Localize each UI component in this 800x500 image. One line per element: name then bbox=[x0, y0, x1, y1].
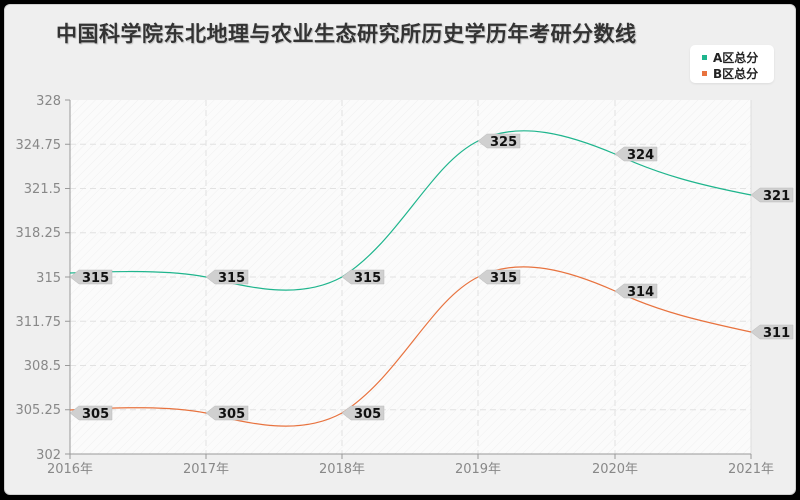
x-tick-labels: 2016年 2017年 2018年 2019年 2020年 2021年 bbox=[47, 462, 774, 477]
legend-item-b[interactable]: B区总分 bbox=[702, 65, 758, 82]
y-tick-label: 302 bbox=[36, 448, 61, 463]
y-tick-label: 321.5 bbox=[24, 182, 61, 197]
data-label: 305 bbox=[69, 405, 113, 422]
y-tick-label: 318.25 bbox=[16, 226, 62, 241]
x-gridlines bbox=[205, 100, 752, 454]
y-tick-label: 315 bbox=[36, 271, 61, 286]
data-label: 315 bbox=[341, 269, 385, 286]
y-tick-labels: 328 324.75 321.5 318.25 315 311.75 308.5… bbox=[16, 94, 62, 463]
y-tick-marks bbox=[65, 99, 70, 455]
legend-swatch-b-icon bbox=[702, 71, 707, 76]
y-tick-label: 305.25 bbox=[16, 403, 62, 418]
svg-text:315: 315 bbox=[82, 271, 109, 286]
legend-item-a[interactable]: A区总分 bbox=[702, 49, 758, 66]
x-tick-label: 2019年 bbox=[455, 462, 501, 477]
series-a-data-labels: 315 315 315 325 324 321 bbox=[69, 133, 794, 286]
y-tick-label: 324.75 bbox=[16, 138, 62, 153]
x-tick-marks bbox=[69, 454, 752, 459]
y-tick-label: 311.75 bbox=[16, 315, 62, 330]
x-tick-label: 2016年 bbox=[47, 462, 93, 477]
svg-text:324: 324 bbox=[627, 148, 654, 163]
legend-swatch-a-icon bbox=[702, 55, 707, 60]
data-label: 314 bbox=[614, 283, 658, 300]
svg-text:315: 315 bbox=[354, 271, 381, 286]
svg-text:315: 315 bbox=[218, 271, 245, 286]
svg-text:315: 315 bbox=[490, 271, 517, 286]
svg-text:311: 311 bbox=[763, 326, 790, 341]
data-label: 315 bbox=[205, 269, 249, 286]
y-tick-label: 308.5 bbox=[24, 359, 61, 374]
data-label: 305 bbox=[205, 405, 249, 422]
data-label: 324 bbox=[614, 146, 658, 163]
data-label: 315 bbox=[69, 269, 113, 286]
series-b-data-labels: 305 305 305 315 314 311 bbox=[69, 269, 794, 422]
x-tick-label: 2020年 bbox=[592, 462, 638, 477]
data-label: 321 bbox=[750, 187, 794, 204]
svg-text:321: 321 bbox=[763, 189, 790, 204]
svg-text:305: 305 bbox=[82, 407, 109, 422]
x-tick-label: 2017年 bbox=[183, 462, 229, 477]
x-tick-label: 2018年 bbox=[319, 462, 365, 477]
legend-label-b: B区总分 bbox=[713, 67, 759, 81]
svg-text:325: 325 bbox=[490, 135, 517, 150]
svg-text:305: 305 bbox=[354, 407, 381, 422]
x-tick-label: 2021年 bbox=[728, 462, 774, 477]
chart-title: 中国科学院东北地理与农业生态研究所历史学历年考研分数线 bbox=[56, 22, 637, 46]
legend-label-a: A区总分 bbox=[713, 51, 759, 65]
data-label: 325 bbox=[477, 133, 521, 150]
y-tick-label: 328 bbox=[36, 94, 61, 109]
data-label: 305 bbox=[341, 405, 385, 422]
data-label: 315 bbox=[477, 269, 521, 286]
data-label: 311 bbox=[750, 324, 794, 341]
svg-text:305: 305 bbox=[218, 407, 245, 422]
svg-text:314: 314 bbox=[627, 285, 654, 300]
chart-legend: A区总分 B区总分 bbox=[690, 45, 774, 83]
